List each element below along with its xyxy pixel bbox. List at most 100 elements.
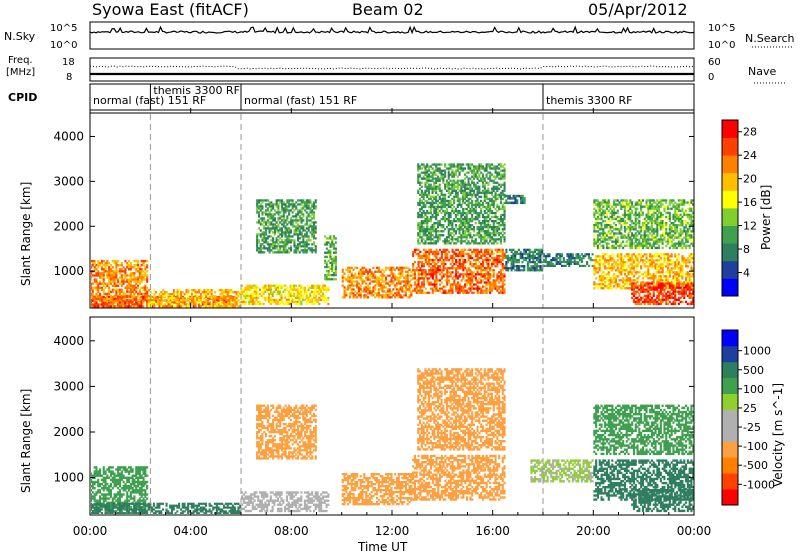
- heatmap-cell: [433, 171, 436, 174]
- heatmap-cell: [124, 280, 127, 283]
- heatmap-cell: [194, 289, 197, 292]
- heatmap-cell: [439, 248, 442, 251]
- heatmap-cell: [460, 197, 463, 201]
- heatmap-cell: [435, 275, 438, 278]
- heatmap-cell: [329, 255, 332, 258]
- heatmap-cell: [93, 274, 96, 277]
- heatmap-cell: [616, 275, 619, 278]
- heatmap-cell: [483, 238, 486, 241]
- heatmap-cell: [462, 289, 465, 292]
- heatmap-cell: [469, 279, 472, 282]
- heatmap-cell: [239, 303, 242, 306]
- heatmap-cell: [439, 287, 442, 290]
- heatmap-cell: [95, 288, 98, 292]
- heatmap-cell: [598, 263, 601, 266]
- heatmap-cell: [226, 293, 229, 296]
- heatmap-cell: [263, 221, 266, 224]
- heatmap-cell: [266, 235, 269, 238]
- heatmap-cell: [454, 232, 457, 235]
- heatmap-cell: [133, 292, 136, 296]
- heatmap-cell: [607, 261, 610, 264]
- heatmap-cell: [437, 269, 440, 272]
- heatmap-cell: [636, 259, 639, 262]
- heatmap-cell: [298, 302, 301, 306]
- heatmap-cell: [109, 264, 112, 267]
- heatmap-cell: [537, 258, 540, 262]
- heatmap-cell: [465, 213, 468, 217]
- heatmap-cell: [412, 265, 415, 268]
- heatmap-cell: [629, 269, 632, 272]
- heatmap-cell: [118, 268, 121, 271]
- heatmap-cell: [613, 259, 616, 262]
- heatmap-cell: [476, 256, 479, 260]
- heatmap-cell: [464, 273, 467, 276]
- heatmap-cell: [158, 305, 161, 308]
- heatmap-cell: [476, 211, 479, 215]
- heatmap-cell: [456, 281, 459, 284]
- heatmap-cell: [456, 289, 459, 292]
- heatmap-cell: [111, 276, 114, 279]
- heatmap-cell: [365, 268, 368, 271]
- heatmap-cell: [467, 287, 470, 290]
- heatmap-cell: [128, 282, 131, 285]
- heatmap-cell: [352, 292, 355, 295]
- heatmap-cell: [435, 187, 438, 190]
- heatmap-cell: [124, 276, 127, 279]
- heatmap-cell: [436, 163, 439, 166]
- heatmap-cell: [463, 215, 466, 219]
- heatmap-cell: [124, 303, 127, 306]
- heatmap-cell: [421, 291, 424, 294]
- heatmap-cell: [314, 205, 317, 208]
- heatmap-cell: [580, 259, 583, 262]
- heatmap-cell: [282, 245, 285, 248]
- heatmap-cell: [501, 197, 504, 201]
- heatmap-cell: [399, 268, 402, 271]
- heatmap-cell: [465, 163, 468, 166]
- heatmap-cell: [505, 261, 508, 264]
- heatmap-cell: [293, 231, 296, 234]
- heatmap-cell: [433, 287, 436, 290]
- heatmap-cell: [519, 254, 522, 258]
- heatmap-cell: [271, 298, 274, 302]
- heatmap-cell: [196, 297, 199, 300]
- heatmap-cell: [436, 207, 439, 211]
- heatmap-cell: [429, 175, 432, 178]
- heatmap-cell: [487, 183, 490, 186]
- heatmap-cell: [263, 227, 266, 230]
- heatmap-cell: [454, 238, 457, 241]
- heatmap-cell: [135, 280, 138, 283]
- heatmap-cell: [505, 250, 508, 254]
- heatmap-cell: [428, 173, 431, 176]
- heatmap-cell: [312, 294, 315, 298]
- heatmap-cell: [108, 297, 111, 300]
- heatmap-cell: [420, 199, 423, 203]
- heatmap-cell: [445, 185, 448, 188]
- heatmap-cell: [95, 297, 98, 300]
- heatmap-cell: [403, 294, 406, 297]
- heatmap-cell: [431, 275, 434, 278]
- heatmap-cell: [129, 280, 132, 283]
- heatmap-cell: [579, 259, 582, 262]
- heatmap-cell: [600, 275, 603, 278]
- heatmap-cell: [472, 211, 475, 215]
- heatmap-cell: [472, 230, 475, 233]
- heatmap-cell: [97, 284, 100, 287]
- heatmap-cell: [498, 238, 501, 241]
- heatmap-cell: [325, 286, 328, 289]
- heatmap-cell: [447, 222, 450, 225]
- heatmap-cell: [426, 277, 429, 280]
- heatmap-cell: [270, 215, 273, 218]
- heatmap-cell: [144, 288, 147, 292]
- heatmap-cell: [465, 226, 468, 229]
- heatmap-cell: [325, 241, 328, 244]
- heatmap-cell: [469, 177, 472, 180]
- heatmap-cell: [309, 290, 312, 293]
- heatmap-cell: [251, 300, 254, 304]
- heatmap-cell: [104, 303, 107, 306]
- heatmap-cell: [99, 303, 102, 306]
- heatmap-cell: [463, 195, 466, 198]
- heatmap-cell: [128, 290, 131, 294]
- heatmap-cell: [426, 254, 429, 258]
- heatmap-cell: [446, 279, 449, 282]
- heatmap-cell: [354, 272, 357, 275]
